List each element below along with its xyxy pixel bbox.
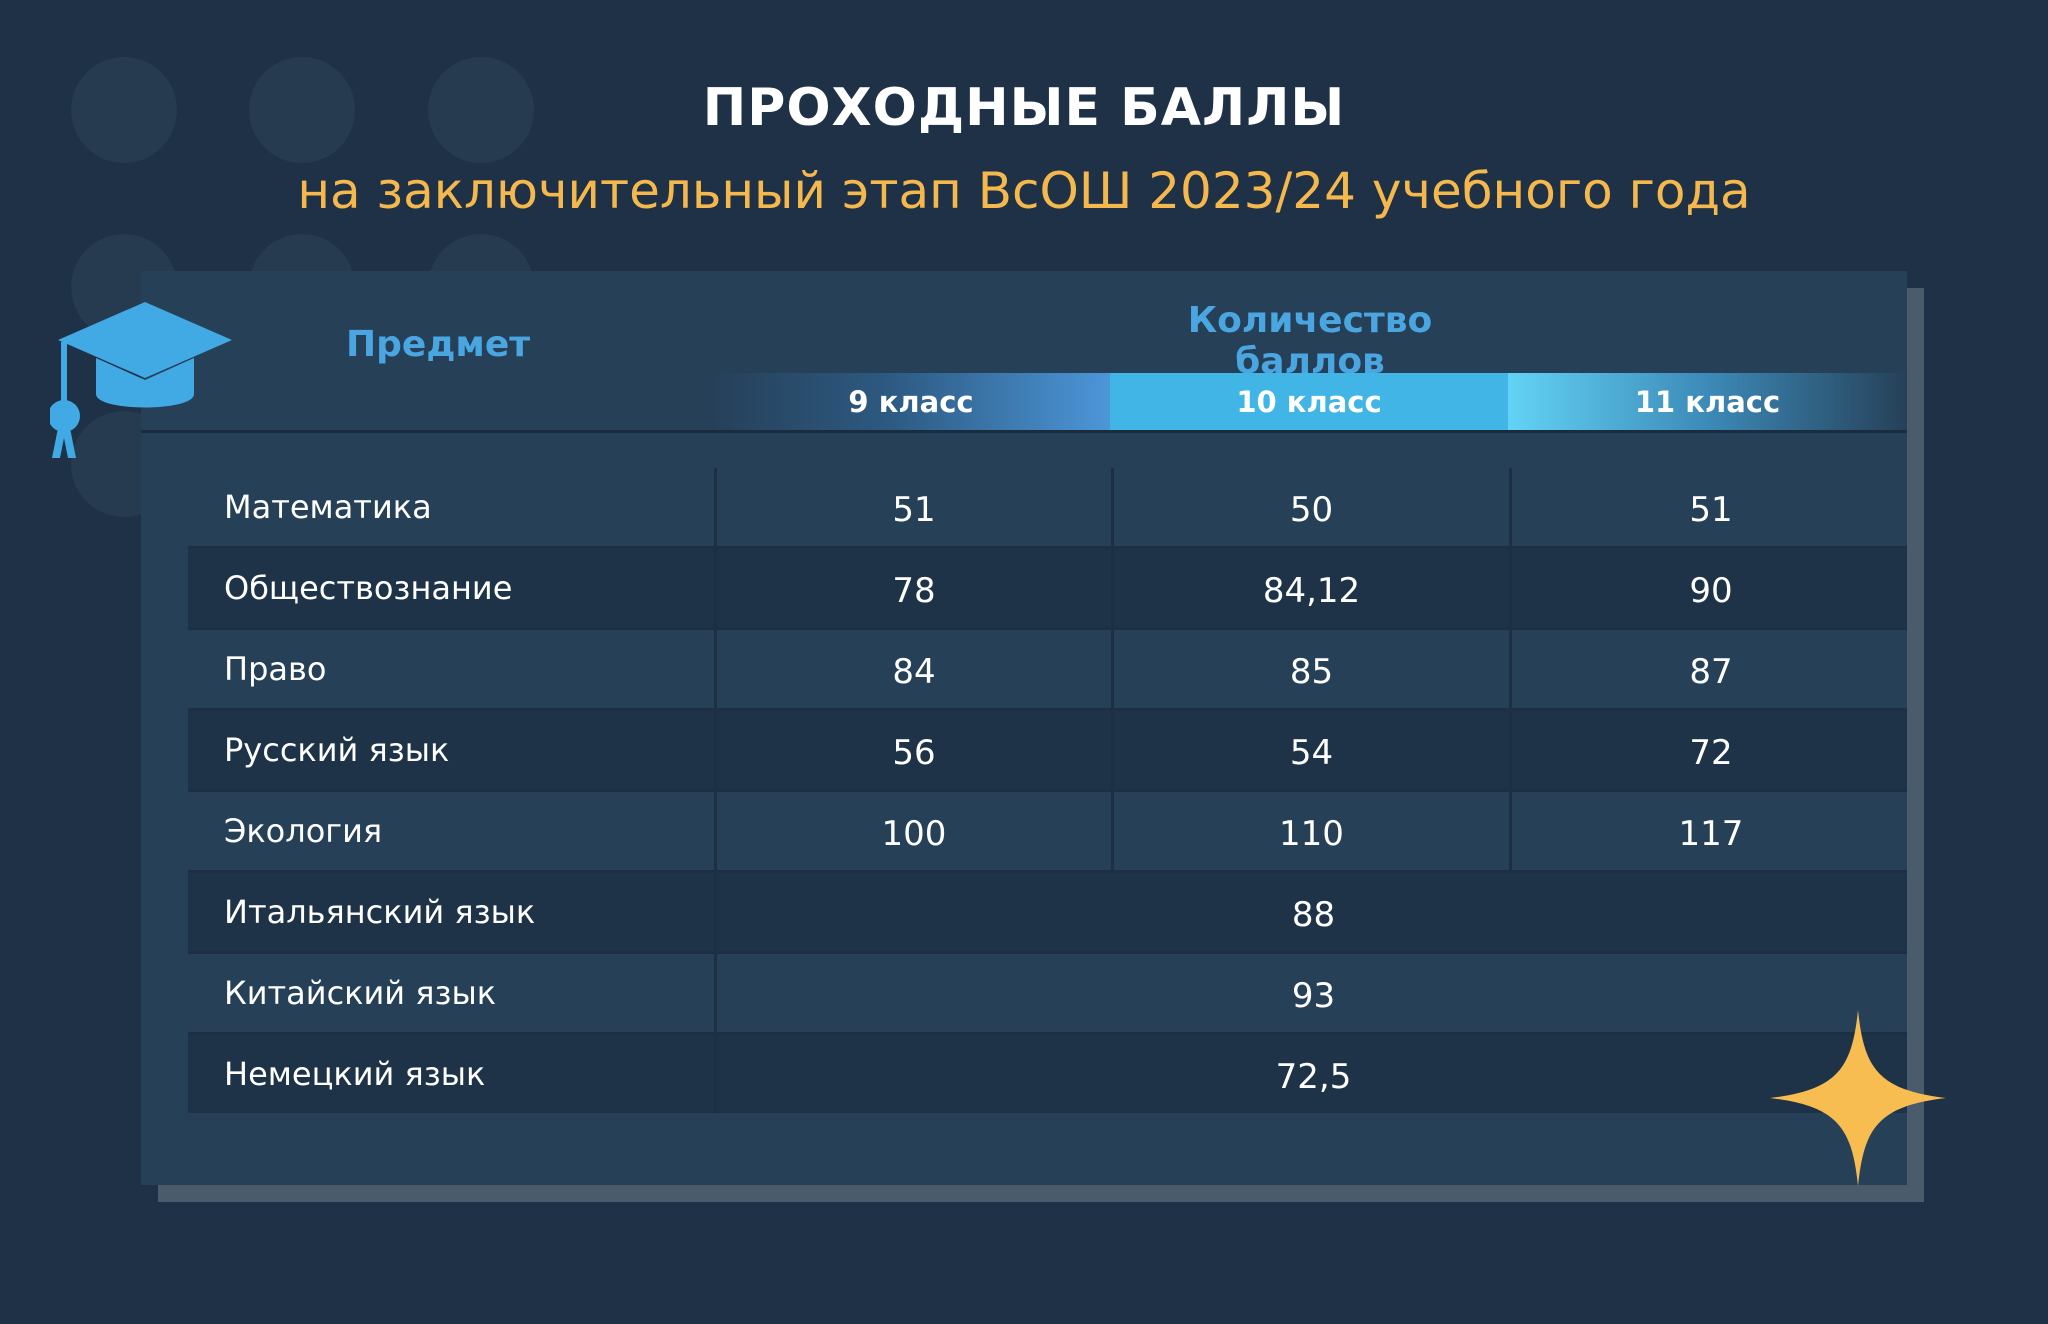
score-cell-grade-10: 110 bbox=[1111, 792, 1509, 870]
table-row: Китайский язык 93 bbox=[188, 954, 1907, 1035]
graduation-cap-icon bbox=[50, 302, 232, 458]
grade-header-bar: 9 класс 10 класс 11 класс bbox=[712, 373, 1907, 430]
subject-cell: Немецкий язык bbox=[224, 1055, 486, 1093]
table-row: Математика 51 50 51 bbox=[188, 468, 1907, 549]
table-row: Обществознание 78 84,12 90 bbox=[188, 549, 1907, 630]
score-cell-all-grades: 88 bbox=[714, 873, 1910, 951]
score-cell-grade-9: 78 bbox=[714, 549, 1111, 627]
score-cell-grade-9: 100 bbox=[714, 792, 1111, 870]
table-row: Право 84 85 87 bbox=[188, 630, 1907, 711]
score-cell-grade-11: 51 bbox=[1509, 468, 1910, 546]
grade-9-header: 9 класс bbox=[712, 373, 1110, 430]
subject-column-header: Предмет bbox=[346, 324, 531, 365]
score-cell-grade-9: 84 bbox=[714, 630, 1111, 708]
table-row: Немецкий язык 72,5 bbox=[188, 1035, 1907, 1113]
score-cell-all-grades: 72,5 bbox=[714, 1035, 1910, 1113]
score-cell-grade-9: 51 bbox=[714, 468, 1111, 546]
score-cell-grade-10: 50 bbox=[1111, 468, 1509, 546]
table-row: Итальянский язык 88 bbox=[188, 873, 1907, 954]
decorative-dot bbox=[71, 57, 177, 163]
subject-cell: Математика bbox=[224, 488, 432, 526]
subject-cell: Итальянский язык bbox=[224, 893, 536, 931]
decorative-dot bbox=[249, 57, 355, 163]
scores-table: Математика 51 50 51 Обществознание 78 84… bbox=[188, 468, 1907, 1113]
score-cell-grade-11: 117 bbox=[1509, 792, 1910, 870]
subject-cell: Китайский язык bbox=[224, 974, 497, 1012]
table-row: Экология 100 110 117 bbox=[188, 792, 1907, 873]
table-row: Русский язык 56 54 72 bbox=[188, 711, 1907, 792]
score-cell-grade-9: 56 bbox=[714, 711, 1111, 789]
score-cell-grade-11: 87 bbox=[1509, 630, 1910, 708]
header-divider bbox=[141, 430, 1907, 433]
grade-11-header: 11 класс bbox=[1508, 373, 1907, 430]
subject-cell: Русский язык bbox=[224, 731, 450, 769]
subject-cell: Право bbox=[224, 650, 327, 688]
score-cell-grade-10: 85 bbox=[1111, 630, 1509, 708]
subject-cell: Обществознание bbox=[224, 569, 513, 607]
score-cell-grade-11: 90 bbox=[1509, 549, 1910, 627]
subject-cell: Экология bbox=[224, 812, 383, 850]
grade-10-header: 10 класс bbox=[1110, 373, 1508, 430]
page-title: ПРОХОДНЫЕ БАЛЛЫ bbox=[702, 78, 1346, 138]
score-cell-all-grades: 93 bbox=[714, 954, 1910, 1032]
sparkle-icon bbox=[1770, 1010, 1946, 1186]
scores-column-header: Количество баллов bbox=[1187, 300, 1433, 382]
page-subtitle: на заключительный этап ВсОШ 2023/24 учеб… bbox=[297, 162, 1751, 220]
score-cell-grade-10: 84,12 bbox=[1111, 549, 1509, 627]
score-cell-grade-10: 54 bbox=[1111, 711, 1509, 789]
score-cell-grade-11: 72 bbox=[1509, 711, 1910, 789]
decorative-dot bbox=[428, 57, 534, 163]
